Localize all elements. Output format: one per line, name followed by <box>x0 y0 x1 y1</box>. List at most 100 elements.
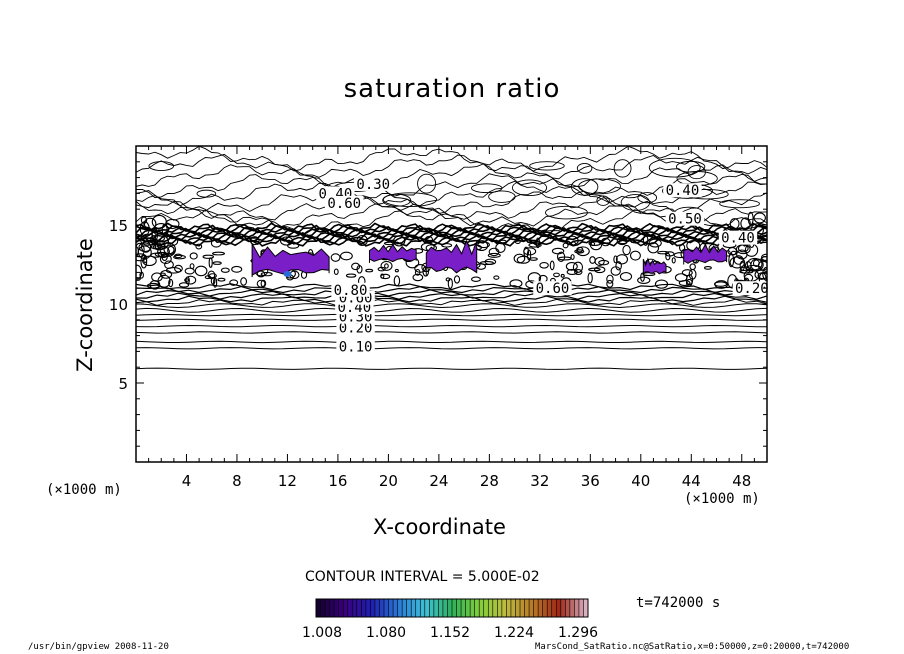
colorbar-stripe <box>474 599 480 617</box>
colorbar-stripe <box>520 599 526 617</box>
colorbar-stripe <box>479 599 485 617</box>
colorbar-stripe <box>551 599 557 617</box>
contour-line <box>136 340 767 344</box>
colorbar-stripe <box>347 599 353 617</box>
contour-line <box>136 222 767 232</box>
contour-loop <box>136 277 141 281</box>
colorbar-stripe <box>583 599 589 617</box>
contour-loop <box>728 253 735 268</box>
contour-loop <box>511 179 548 197</box>
contour-loop <box>528 242 542 248</box>
contour-loop <box>600 237 611 247</box>
colorbar-stripe <box>388 599 394 617</box>
contour-loop <box>637 192 658 204</box>
contour-loop <box>679 243 686 252</box>
contour-label-bg <box>533 281 572 296</box>
contour-loop <box>553 272 560 278</box>
colorbar-stripe <box>402 599 408 617</box>
contour-loop <box>487 252 501 258</box>
colorbar-stripe <box>461 599 467 617</box>
colorbar-stripe <box>329 599 335 617</box>
contour-loop <box>544 205 588 220</box>
contour-loop <box>159 253 172 265</box>
x-unit-left: (×1000 m) <box>46 482 122 498</box>
contour-line <box>136 367 767 370</box>
y-tick-label: 5 <box>118 375 128 393</box>
contour-loop <box>665 252 671 261</box>
contour-loop <box>572 261 584 273</box>
contour-loop <box>753 212 766 224</box>
contour-loop <box>562 242 569 249</box>
background-contours <box>136 146 767 370</box>
contour-loop <box>150 252 163 258</box>
contour-loop <box>629 250 641 261</box>
contour-loop <box>615 254 629 265</box>
contour-loop <box>606 279 614 288</box>
colorbar-stripe <box>465 599 471 617</box>
colorbar-stripe <box>569 599 575 617</box>
colorbar-stripe <box>524 599 530 617</box>
contour-loop <box>704 266 712 270</box>
contour-loop <box>220 267 230 273</box>
colorbar-stripe <box>424 599 430 617</box>
contour-loop <box>529 161 565 171</box>
contour-loop <box>574 269 583 276</box>
contour-loop <box>637 276 651 284</box>
contour-loop <box>470 276 481 282</box>
colorbar-stripe <box>338 599 344 617</box>
colorbar-frame <box>315 598 589 618</box>
contour-loop <box>194 265 208 277</box>
contour-loop <box>412 273 424 282</box>
contour-loop <box>754 269 767 280</box>
contour-label-bg <box>718 230 758 245</box>
contour-loop <box>231 265 243 273</box>
contour-line <box>136 283 767 291</box>
contour-line <box>136 203 767 228</box>
contour-loop <box>539 261 549 269</box>
colorbar-stripe <box>556 599 562 617</box>
contour-loop <box>184 267 195 275</box>
contour-loop <box>596 195 610 206</box>
contour-label-bg <box>336 339 375 354</box>
contour-loop <box>380 273 385 279</box>
contour-loop <box>149 280 161 290</box>
contour-loop <box>588 240 602 246</box>
contour-loop <box>642 234 649 246</box>
contour-loop <box>654 279 669 289</box>
contour-loop <box>143 217 157 230</box>
contour-loop <box>160 269 173 279</box>
colorbar-stripe <box>497 599 503 617</box>
colorbar-stripe <box>492 599 498 617</box>
contour-loop <box>616 236 628 246</box>
contour-loop <box>393 235 406 247</box>
contour-loop <box>137 245 152 260</box>
contour-loop <box>499 239 507 244</box>
x-tick-label: 8 <box>232 472 242 490</box>
contour-loop <box>356 264 363 274</box>
colorbar-tick-label: 1.296 <box>558 625 598 641</box>
contour-loop <box>212 261 222 265</box>
contour-label: 0.50 <box>668 212 702 228</box>
colorbar-stripe <box>393 599 399 617</box>
contour-loop <box>207 270 216 280</box>
contour-loop <box>576 246 584 253</box>
x-tick-label: 32 <box>530 472 549 490</box>
contour-loop <box>479 260 494 266</box>
colorbar-stripe <box>483 599 489 617</box>
colorbar-stripe <box>547 599 553 617</box>
y-axis-label: Z-coordinate <box>73 238 97 372</box>
contour-loop <box>648 157 701 178</box>
contour-loop <box>202 254 215 259</box>
contour-loop <box>493 275 500 280</box>
contour-loop <box>159 236 169 249</box>
contour-loop <box>587 272 593 284</box>
contour-loop <box>566 268 578 276</box>
contour-loop <box>140 240 152 253</box>
colorbar-stripe <box>356 599 362 617</box>
contour-loop <box>739 260 746 271</box>
contour-loop <box>622 244 631 256</box>
colorbar-stripe <box>406 599 412 617</box>
colorbar-stripe <box>429 599 435 617</box>
colorbar-stripe <box>456 599 462 617</box>
